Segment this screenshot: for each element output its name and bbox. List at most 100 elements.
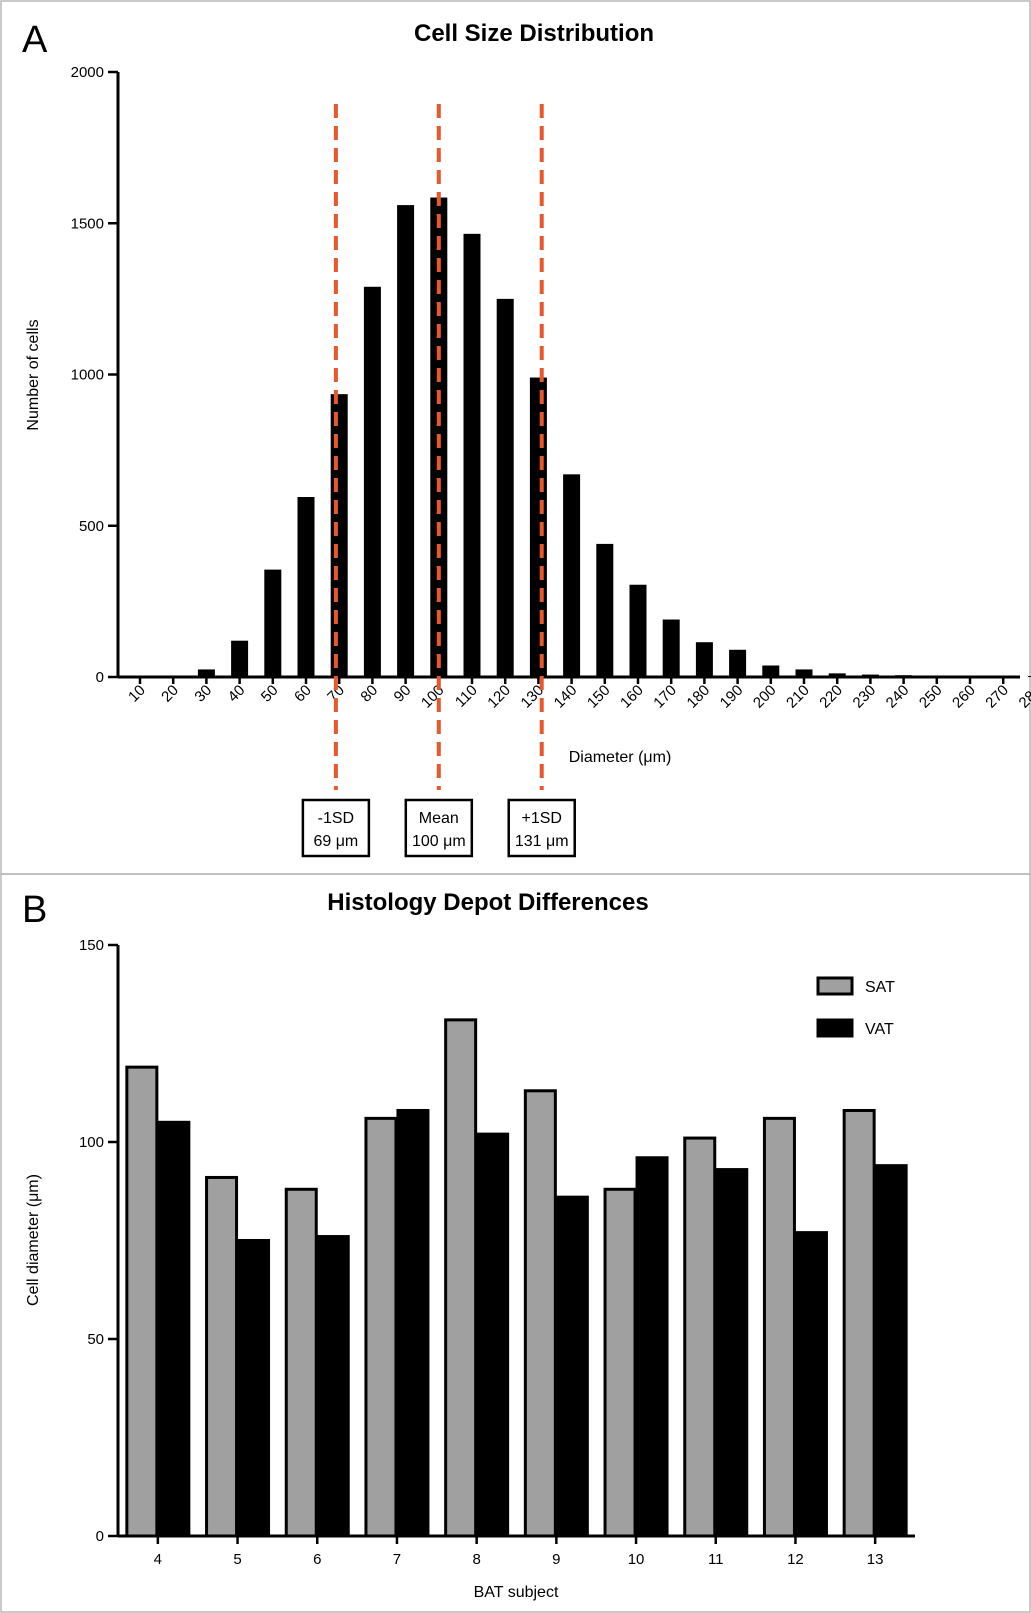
x-tick-label: 40 [225, 682, 249, 706]
x-tick-label: 190 [717, 682, 747, 712]
x-tick-label: 9 [552, 1551, 560, 1568]
x-tick-label: 180 [684, 682, 714, 712]
x-tick-label: 10 [125, 682, 149, 706]
x-tick-label: 150 [584, 682, 614, 712]
histogram-bar [762, 665, 780, 677]
chart-b: 0 50 100 150 4 5 6 7 8 9 10 11 12 13 BAT subject Cell d… [25, 937, 915, 1601]
x-tick-label: 11 [708, 1551, 724, 1568]
y-tick-label: 1000 [71, 367, 104, 384]
y-tick-label: 500 [79, 518, 104, 535]
vat-bar [635, 1156, 669, 1538]
x-tick-label: 220 [816, 682, 846, 712]
sat-bar [125, 1065, 159, 1538]
sat-bar [523, 1089, 557, 1538]
x-tick-label: 270 [982, 682, 1012, 712]
histogram-bar [264, 569, 282, 677]
vat-bar [157, 1120, 191, 1538]
x-tick-label: 110 [452, 682, 481, 711]
x-tick-label: 30 [191, 682, 215, 706]
sat-bar [205, 1175, 239, 1538]
sd-label-box [507, 798, 576, 858]
legend-swatch-sat [816, 976, 854, 996]
x-tick-label: 80 [357, 682, 381, 706]
histogram-bar [795, 669, 813, 677]
x-tick-label: 7 [393, 1551, 401, 1568]
sd-label-bottom: 131 μm [515, 833, 569, 850]
histogram-bar [629, 584, 647, 677]
y-tick-label: 100 [79, 1134, 104, 1151]
x-tick-label: 120 [484, 682, 514, 712]
panel-b-frame [0, 873, 1031, 1613]
histogram-bar [1027, 676, 1031, 677]
x-tick-label: 170 [650, 682, 680, 712]
x-axis-label: BAT subject [474, 1584, 559, 1601]
histogram-bar [297, 497, 315, 677]
x-tick-label: 200 [750, 682, 780, 712]
histogram-bar [828, 673, 846, 677]
sat-bar [683, 1136, 717, 1538]
panel-a-frame [0, 0, 1031, 875]
x-tick-label: 20 [158, 682, 182, 706]
y-axis-label: Cell diameter (μm) [25, 1174, 42, 1306]
chart-a-title: Cell Size Distribution [414, 20, 654, 47]
sat-bar [603, 1187, 637, 1538]
x-tick-label: 280 [1016, 682, 1031, 712]
histogram-bar [463, 233, 481, 677]
vat-bar [555, 1195, 589, 1538]
x-tick-label: 260 [949, 682, 979, 712]
sat-bar [364, 1116, 398, 1538]
sd-label-bottom: 100 μm [412, 833, 466, 850]
sd-label-top: Mean [419, 810, 459, 827]
chart-b-title: Histology Depot Differences [327, 889, 648, 916]
x-tick-label: 240 [883, 682, 913, 712]
x-tick-label: 60 [291, 682, 315, 706]
legend-label-sat: SAT [865, 979, 895, 996]
sat-bar [842, 1108, 876, 1538]
y-tick-label: 150 [79, 937, 104, 954]
legend-label-vat: VAT [865, 1021, 894, 1038]
vat-bar [715, 1168, 749, 1538]
vat-bar [396, 1108, 430, 1538]
histogram-bar [529, 377, 547, 677]
x-axis-label: Diameter (μm) [569, 749, 672, 766]
histogram-bar [596, 543, 614, 677]
x-tick-label: 100 [418, 682, 448, 712]
panel-a-letter: A [22, 19, 48, 61]
y-tick-label: 0 [96, 669, 104, 686]
histogram-bar [197, 669, 215, 677]
x-tick-label: 160 [617, 682, 647, 712]
x-tick-label: 210 [783, 682, 813, 712]
sd-label-bottom: 69 μm [313, 833, 358, 850]
x-tick-label: 4 [154, 1551, 162, 1568]
histogram-bar [330, 394, 348, 677]
panel-b-letter: B [22, 889, 47, 931]
x-tick-label: 13 [867, 1551, 884, 1568]
sd-label-box [301, 798, 371, 858]
y-tick-label: 0 [96, 1528, 104, 1545]
histogram-bar [496, 298, 514, 677]
sat-bar [284, 1187, 318, 1538]
x-tick-label: 250 [916, 682, 946, 712]
sat-bar [762, 1116, 796, 1538]
sat-bar [444, 1018, 478, 1538]
vat-bar [237, 1239, 271, 1538]
x-tick-label: 12 [787, 1551, 804, 1568]
y-tick-label: 50 [87, 1331, 104, 1348]
x-tick-label: 90 [391, 682, 415, 706]
sd-label-box [404, 798, 474, 858]
x-tick-label: 6 [313, 1551, 321, 1568]
histogram-bar [695, 642, 713, 677]
vat-bar [874, 1164, 908, 1538]
x-tick-label: 5 [233, 1551, 241, 1568]
histogram-bar [729, 649, 747, 677]
x-tick-label: 10 [628, 1551, 645, 1568]
legend-swatch-vat [816, 1018, 854, 1038]
vat-bar [794, 1231, 828, 1538]
x-tick-label: 8 [472, 1551, 480, 1568]
y-axis-label: Number of cells [25, 319, 42, 430]
x-tick-label: 140 [551, 682, 581, 712]
x-tick-label: 50 [258, 682, 282, 706]
y-tick-label: 1500 [71, 215, 104, 232]
histogram-bar [397, 205, 415, 677]
